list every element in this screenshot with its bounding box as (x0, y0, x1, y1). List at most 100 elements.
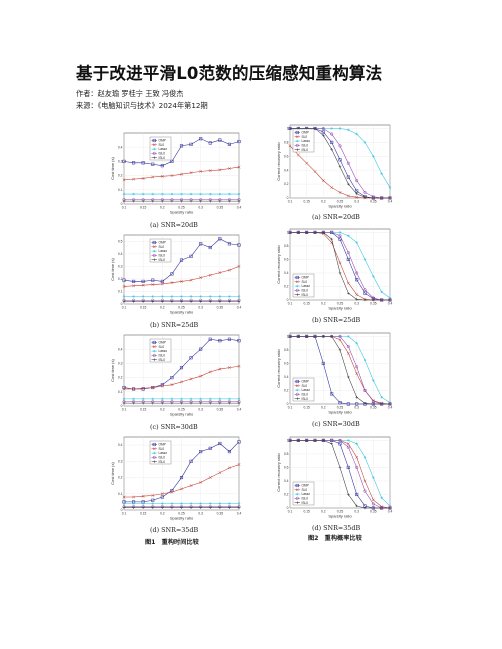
legend-marker (152, 156, 156, 159)
data-point (347, 375, 350, 379)
data-point (161, 199, 164, 203)
data-point (227, 366, 231, 370)
x-tick-label: 0.3 (354, 406, 359, 410)
data-point (160, 164, 164, 168)
x-tick-label: 0.25 (178, 512, 185, 516)
data-point (141, 386, 145, 390)
data-point (208, 169, 212, 173)
legend-marker (295, 284, 299, 288)
y-tick-label: 0.4 (284, 375, 289, 379)
figure1-caption: 图1 重构时间比较 (145, 539, 199, 546)
data-point (218, 502, 222, 505)
y-tick-label: 0 (121, 404, 123, 408)
data-point (347, 128, 350, 132)
data-point (288, 231, 292, 234)
legend-entry: OMP (159, 443, 166, 447)
data-point (330, 132, 334, 136)
data-point (227, 242, 231, 246)
data-point (305, 231, 308, 234)
data-point (355, 132, 358, 136)
data-point (180, 199, 183, 203)
y-axis-label: Cost time (s) (110, 359, 115, 382)
data-point (170, 383, 174, 387)
data-point (346, 257, 350, 261)
data-point (355, 189, 359, 193)
legend-entry: ISL0 (302, 501, 309, 505)
x-tick-label: 0.15 (140, 206, 147, 210)
y-tick-label: 0.4 (118, 347, 123, 351)
data-point (228, 502, 231, 505)
data-point (237, 401, 241, 405)
data-point (347, 439, 350, 442)
data-point (227, 337, 231, 341)
data-point (237, 243, 241, 247)
y-tick-label: 0.8 (284, 140, 289, 144)
y-tick-label: 0.3 (118, 459, 123, 463)
data-point (380, 290, 383, 294)
data-point (347, 291, 350, 295)
data-point (338, 190, 342, 194)
series-line (123, 338, 240, 390)
legend-entry: SL0 (302, 280, 308, 284)
series-isl0-4 (122, 401, 241, 405)
data-point (151, 397, 155, 401)
y-axis-label: Cost time (s) (110, 157, 115, 180)
legend-marker (295, 280, 299, 284)
data-point (338, 334, 342, 338)
y-tick-label: 0.6 (284, 466, 289, 470)
series-lasso-2 (122, 295, 241, 298)
data-point (355, 402, 359, 406)
data-point (355, 492, 359, 497)
data-point (199, 300, 202, 303)
data-point (208, 192, 212, 196)
x-tick-label: 0.1 (288, 510, 293, 514)
data-point (338, 237, 342, 241)
y-tick-label: 0 (121, 508, 123, 512)
legend-entry: OMP (302, 131, 309, 135)
data-point (122, 199, 126, 203)
data-point (122, 495, 126, 499)
legend-entry: SL0 (159, 245, 165, 249)
data-point (346, 442, 350, 446)
legend-marker (295, 130, 299, 135)
data-point (297, 335, 300, 338)
figure2-panel-c: 0 0.2 0.4 0.6 0.8 1 0.1 0.15 0.2 0.25 0.3 0.35 0.4 Sp… (276, 332, 392, 415)
data-point (313, 127, 317, 130)
figure2-panel-a: 0 0.2 0.4 0.6 0.8 1 0.1 0.15 0.2 0.25 0.3 0.35 0.4 Sp… (276, 124, 392, 209)
data-point (237, 339, 241, 343)
data-point (363, 388, 367, 393)
data-point (161, 502, 164, 505)
series-isl0-4 (288, 127, 392, 200)
data-point (189, 142, 193, 146)
data-point (313, 231, 317, 234)
data-point (199, 401, 202, 405)
figure2-panel-b: 0 0.2 0.4 0.6 0.8 1 0.1 0.15 0.2 0.25 0.3 0.35 0.4 Sp… (276, 228, 392, 311)
data-point (355, 372, 359, 376)
data-point (180, 172, 183, 176)
data-point (161, 506, 164, 509)
data-point (346, 445, 350, 449)
data-point (199, 450, 203, 454)
y-axis-label: Cost time (s) (110, 462, 115, 485)
data-point (347, 493, 350, 496)
data-point (338, 127, 342, 130)
series-omp-0 (122, 137, 241, 168)
data-point (363, 258, 367, 261)
data-point (180, 380, 183, 384)
legend-marker (295, 275, 299, 280)
data-point (388, 196, 392, 200)
data-point (160, 492, 164, 496)
y-tick-label: 0.6 (284, 258, 289, 262)
legend-marker (295, 483, 299, 488)
data-point (338, 271, 342, 275)
data-point (237, 295, 241, 298)
data-point (330, 140, 334, 144)
y-tick-label: 0.5 (118, 239, 123, 243)
legend-entry: Lasso (159, 147, 168, 151)
y-tick-label: 0.4 (118, 145, 123, 149)
legend-entry: SL0 (159, 143, 165, 147)
data-point (218, 471, 222, 475)
x-tick-label: 0.25 (337, 302, 344, 306)
y-tick-label: 0.1 (118, 492, 123, 496)
